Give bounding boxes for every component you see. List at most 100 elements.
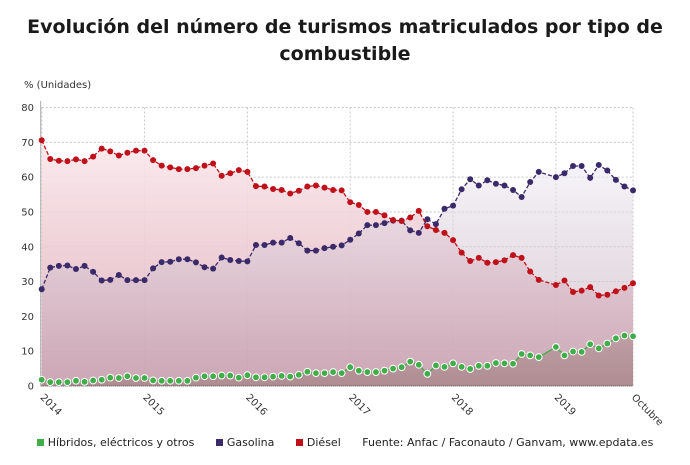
data-point-hibridos [620,331,629,340]
data-point-hibridos [594,344,603,353]
data-point-gasolina [107,276,114,283]
legend-item-gasolina: Gasolina [215,436,274,449]
data-point-gasolina [115,271,122,278]
data-point-diesel [518,254,525,261]
chart-title: Evolución del número de turismos matricu… [27,16,663,65]
x-tick-label: 2016 [243,392,269,418]
data-point-diesel [338,187,345,194]
data-point-diesel [398,217,405,224]
data-point-gasolina [47,264,54,271]
data-point-hibridos [72,376,80,385]
data-point-diesel [210,160,217,167]
data-point-gasolina [355,230,362,237]
data-point-gasolina [475,182,482,189]
data-point-gasolina [450,202,457,209]
data-point-gasolina [621,183,628,190]
data-point-gasolina [72,266,79,273]
data-point-hibridos [629,332,637,341]
data-point-diesel [381,212,388,219]
data-point-diesel [595,292,602,299]
data-point-diesel [630,280,637,287]
data-point-hibridos [286,372,295,381]
area-gasolina [41,164,634,386]
data-point-gasolina [612,176,619,183]
data-point-hibridos [312,369,320,378]
data-point-gasolina [235,258,242,265]
data-point-gasolina [321,245,328,252]
x-tick-label: 2017 [346,392,372,418]
data-point-hibridos [423,369,432,378]
data-point-hibridos [363,368,372,376]
data-point-hibridos [252,373,260,382]
data-point-hibridos [337,369,346,378]
data-point-gasolina [184,256,191,263]
data-point-gasolina [132,277,139,284]
data-point-gasolina [510,187,517,194]
data-point-diesel [407,214,414,221]
data-point-hibridos [157,376,166,385]
data-point-hibridos [183,376,192,385]
data-point-gasolina [167,258,174,265]
data-point-gasolina [261,242,268,249]
data-point-diesel [98,145,105,152]
data-point-gasolina [158,259,165,266]
y-axis-label: % (Unidades) [24,80,92,91]
data-point-diesel [81,158,88,165]
data-point-hibridos [80,377,89,386]
data-point-diesel [192,165,199,172]
data-point-gasolina [98,277,105,284]
data-point-diesel [201,162,208,169]
data-point-gasolina [467,176,474,183]
data-point-hibridos [389,364,397,373]
data-point-hibridos [517,350,526,358]
data-point-gasolina [415,229,422,236]
data-point-hibridos [97,375,106,384]
data-point-diesel [64,158,71,165]
data-point-hibridos [277,372,286,380]
x-tick-label: Octubre [629,392,665,428]
data-point-diesel [90,153,97,160]
data-point-hibridos [46,378,55,387]
data-point-diesel [390,216,397,223]
data-point-hibridos [260,373,269,382]
data-point-hibridos [560,351,569,360]
x-tick-label: 2014 [38,392,64,418]
data-point-gasolina [64,262,71,269]
legend-swatch [215,439,223,446]
data-point-diesel [424,223,431,230]
data-point-hibridos [474,361,483,370]
legend-label: Híbridos, eléctricos y otros [47,436,195,449]
data-point-diesel [47,156,54,163]
data-point-gasolina [338,242,345,249]
data-point-diesel [501,257,508,264]
data-point-gasolina [141,277,148,284]
data-point-gasolina [432,221,439,228]
source-note: Fuente: Anfac / Faconauto / Ganvam, www.… [362,436,654,449]
data-point-diesel [467,258,474,265]
data-point-diesel [107,148,114,155]
data-point-gasolina [347,236,354,243]
data-point-gasolina [270,239,277,246]
data-point-hibridos [577,347,586,356]
data-point-diesel [295,187,302,194]
data-point-hibridos [406,357,415,366]
data-point-hibridos [140,374,149,382]
data-point-diesel [150,157,157,164]
data-point-hibridos [414,360,423,369]
data-point-gasolina [441,205,448,212]
data-point-diesel [227,170,234,177]
data-point-gasolina [150,265,157,272]
data-point-gasolina [595,161,602,168]
data-point-hibridos [243,371,252,380]
data-point-diesel [175,166,182,173]
y-tick-label: 60 [21,173,34,184]
data-point-gasolina [587,174,594,181]
data-point-hibridos [54,378,63,387]
data-point-diesel [355,201,362,208]
data-point-diesel [141,147,148,154]
data-point-gasolina [492,180,499,187]
data-point-hibridos [586,340,595,349]
data-point-hibridos [209,372,218,381]
data-point-diesel [415,207,422,214]
